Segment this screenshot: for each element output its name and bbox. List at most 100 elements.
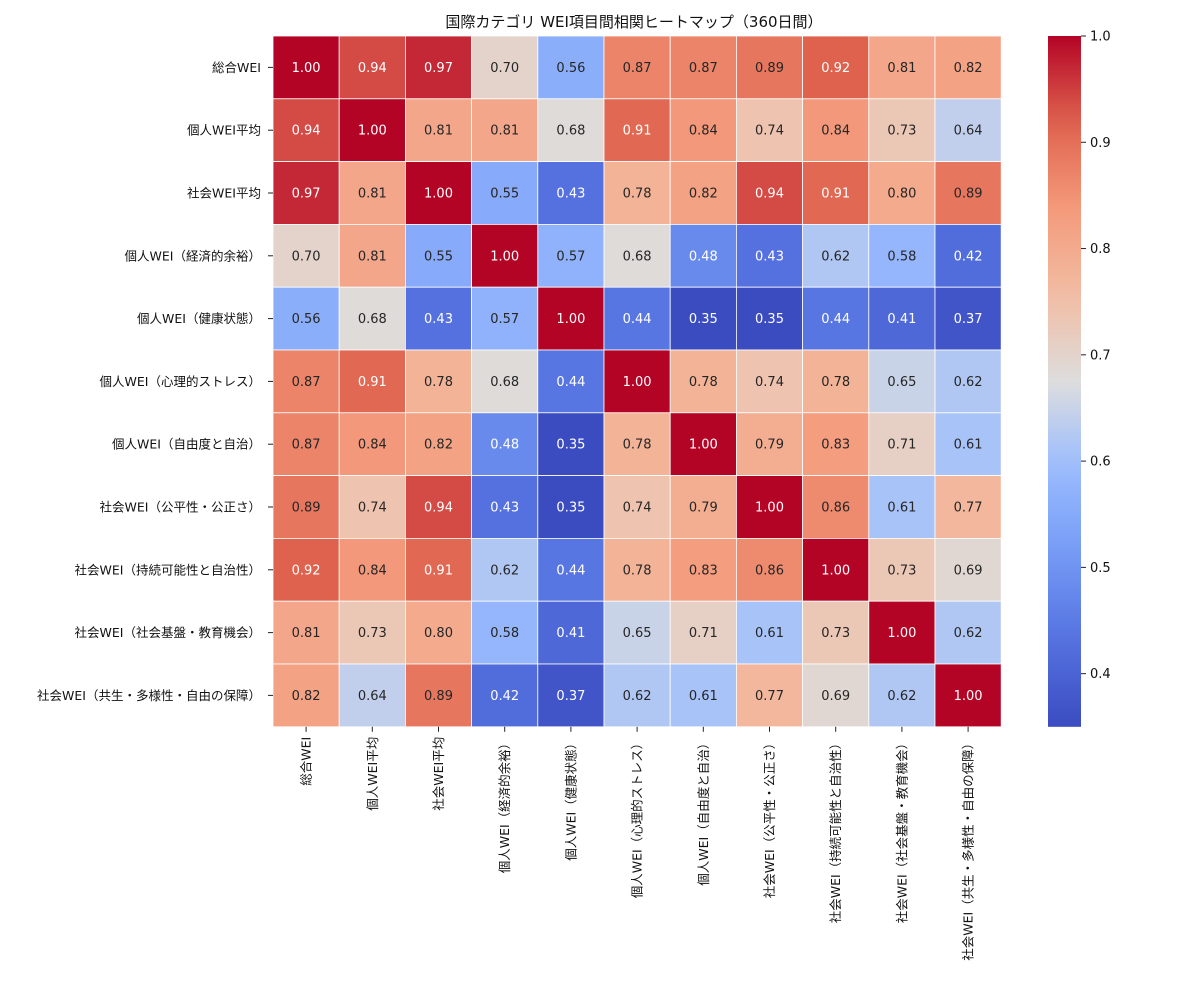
cell-value-label: 0.81 bbox=[358, 187, 387, 202]
heatmap-cell bbox=[934, 35, 1002, 100]
heatmap-cell bbox=[471, 223, 539, 288]
heatmap-cell bbox=[736, 475, 804, 539]
cell-value-label: 1.00 bbox=[424, 187, 453, 202]
heatmap-cell bbox=[669, 98, 737, 163]
cell-value-label: 0.92 bbox=[821, 61, 850, 76]
colorbar: 0.4 0.5 0.6 0.7 0.8 0.9 1.0 bbox=[1048, 30, 1111, 727]
cell-value-label: 0.68 bbox=[556, 124, 585, 139]
cell-value-label: 0.64 bbox=[954, 124, 983, 139]
heatmap-cell bbox=[537, 475, 605, 539]
heatmap-cell bbox=[934, 663, 1002, 728]
cell-value-label: 0.73 bbox=[821, 626, 850, 641]
cell-value-label: 0.56 bbox=[556, 61, 585, 76]
heatmap-cell bbox=[736, 600, 804, 665]
cell-value-label: 0.78 bbox=[689, 375, 718, 390]
cell-value-label: 0.84 bbox=[689, 124, 718, 139]
heatmap-cell bbox=[934, 349, 1002, 414]
cell-value-label: 0.94 bbox=[755, 187, 784, 202]
cell-value-label: 0.77 bbox=[954, 501, 983, 516]
x-tick-label: 社会WEI（公平性・公正さ） bbox=[762, 737, 777, 898]
heatmap-cell bbox=[603, 663, 671, 728]
cell-value-label: 0.37 bbox=[954, 312, 983, 327]
cell-value-label: 0.37 bbox=[556, 689, 585, 704]
cell-value-label: 0.65 bbox=[887, 375, 916, 390]
colorbar-tick-label: 0.6 bbox=[1090, 455, 1111, 470]
cell-value-label: 0.81 bbox=[490, 124, 519, 139]
cell-value-label: 1.00 bbox=[689, 438, 718, 453]
cell-value-label: 0.82 bbox=[424, 438, 453, 453]
heatmap-cell bbox=[934, 223, 1002, 288]
y-tick-label: 社会WEI（共生・多様性・自由の保障） bbox=[37, 688, 261, 703]
heatmap-cell bbox=[404, 600, 472, 665]
cell-value-label: 0.82 bbox=[292, 689, 321, 704]
cell-value-label: 0.44 bbox=[821, 312, 850, 327]
heatmap-cell bbox=[537, 663, 605, 728]
cell-value-label: 0.84 bbox=[821, 124, 850, 139]
cell-value-label: 0.57 bbox=[490, 312, 519, 327]
colorbar-tick-label: 0.7 bbox=[1090, 348, 1111, 363]
y-tick-label: 個人WEI（経済的余裕） bbox=[125, 248, 261, 263]
cell-value-label: 0.65 bbox=[623, 626, 652, 641]
x-tick-label: 社会WEI（社会基盤・教育機会） bbox=[894, 737, 909, 923]
heatmap-cell bbox=[471, 35, 539, 100]
x-tick-label: 個人WEI（自由度と自治） bbox=[696, 737, 711, 886]
cell-value-label: 0.61 bbox=[689, 689, 718, 704]
cell-value-label: 0.62 bbox=[954, 626, 983, 641]
colorbar-gradient bbox=[1048, 36, 1081, 727]
heatmap-cell bbox=[272, 161, 340, 225]
cell-value-label: 0.57 bbox=[556, 249, 585, 264]
heatmap-cell bbox=[934, 98, 1002, 163]
cell-value-label: 0.68 bbox=[623, 249, 652, 264]
y-tick-label: 個人WEI（健康状態） bbox=[137, 311, 261, 326]
cell-value-label: 0.69 bbox=[954, 563, 983, 578]
cell-value-label: 0.81 bbox=[887, 61, 916, 76]
cell-value-label: 0.81 bbox=[358, 249, 387, 264]
cell-value-label: 0.87 bbox=[623, 61, 652, 76]
x-tick-label: 個人WEI（心理的ストレス） bbox=[630, 737, 645, 898]
cell-value-label: 0.48 bbox=[689, 249, 718, 264]
heatmap-cells: 1.00 0.94 0.97 0.70 0.56 0.87 0.87 0.89 0.92 0.81… bbox=[272, 35, 1002, 728]
cell-value-label: 0.89 bbox=[954, 187, 983, 202]
heatmap-cell bbox=[669, 412, 737, 476]
cell-value-label: 0.55 bbox=[424, 249, 453, 264]
cell-value-label: 1.00 bbox=[358, 124, 387, 139]
heatmap-cell bbox=[338, 286, 406, 351]
cell-value-label: 0.91 bbox=[424, 563, 453, 578]
heatmap-cell bbox=[471, 538, 539, 602]
heatmap-cell bbox=[802, 161, 870, 225]
cell-value-label: 0.78 bbox=[821, 375, 850, 390]
cell-value-label: 0.78 bbox=[623, 438, 652, 453]
cell-value-label: 0.41 bbox=[556, 626, 585, 641]
heatmap-cell bbox=[802, 98, 870, 163]
heatmap-cell bbox=[537, 223, 605, 288]
heatmap-cell bbox=[934, 412, 1002, 476]
heatmap-cell bbox=[868, 663, 936, 728]
y-tick-label: 個人WEI（自由度と自治） bbox=[112, 437, 261, 452]
cell-value-label: 0.64 bbox=[358, 689, 387, 704]
cell-value-label: 0.48 bbox=[490, 438, 519, 453]
heatmap-cell bbox=[338, 223, 406, 288]
cell-value-label: 0.70 bbox=[292, 249, 321, 264]
heatmap-cell bbox=[338, 663, 406, 728]
heatmap-cell bbox=[934, 286, 1002, 351]
heatmap-cell bbox=[338, 412, 406, 476]
cell-value-label: 0.86 bbox=[821, 501, 850, 516]
cell-value-label: 0.35 bbox=[755, 312, 784, 327]
colorbar-tick-label: 0.4 bbox=[1090, 667, 1111, 682]
heatmap-cell bbox=[338, 98, 406, 163]
heatmap-cell bbox=[272, 600, 340, 665]
heatmap-cell bbox=[404, 35, 472, 100]
heatmap-cell bbox=[404, 161, 472, 225]
heatmap-cell bbox=[736, 412, 804, 476]
heatmap-cell bbox=[802, 538, 870, 602]
cell-value-label: 0.74 bbox=[358, 501, 387, 516]
heatmap-cell bbox=[868, 412, 936, 476]
cell-value-label: 0.41 bbox=[887, 312, 916, 327]
cell-value-label: 0.78 bbox=[424, 375, 453, 390]
cell-value-label: 0.61 bbox=[954, 438, 983, 453]
colorbar-tick-label: 1.0 bbox=[1090, 30, 1111, 45]
x-tick-labels: 総合WEI 個人WEI平均 社会WEI平均 個人WEI（経済的余裕） 個人WEI（健康状… bbox=[299, 726, 976, 961]
cell-value-label: 0.61 bbox=[755, 626, 784, 641]
